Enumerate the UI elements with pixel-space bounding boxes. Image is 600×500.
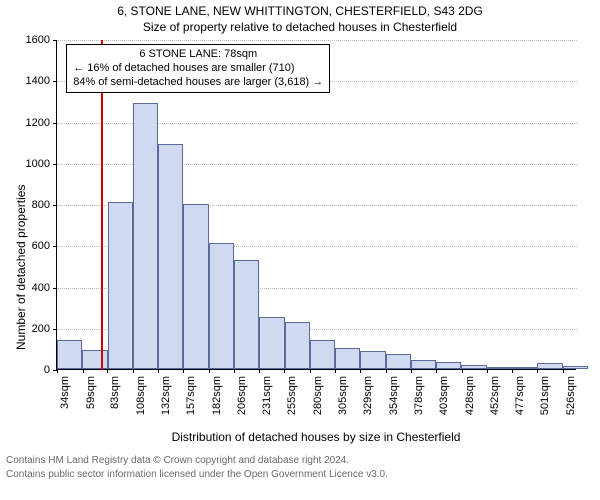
y-tick-label: 800 [32, 199, 50, 211]
histogram-bar [360, 351, 385, 369]
histogram-bar [487, 367, 512, 369]
x-tick-mark [158, 369, 159, 373]
y-tick-mark [53, 40, 57, 41]
x-tick-mark [512, 369, 513, 373]
annotation-line-3: 84% of semi-detached houses are larger (… [73, 76, 323, 90]
x-tick-label: 526sqm [565, 376, 577, 415]
x-tick-mark [107, 369, 108, 373]
gridline [57, 40, 577, 41]
x-tick-mark [537, 369, 538, 373]
histogram-bar [82, 350, 107, 369]
y-tick-mark [53, 164, 57, 165]
x-tick-mark [487, 369, 488, 373]
histogram-bar [285, 322, 310, 369]
x-tick-label: 157sqm [185, 376, 197, 415]
x-tick-mark [234, 369, 235, 373]
histogram-bar [259, 317, 284, 369]
annotation-box: 6 STONE LANE: 78sqm ← 16% of detached ho… [66, 44, 330, 93]
histogram-bar [158, 144, 183, 369]
y-tick-mark [53, 205, 57, 206]
y-tick-mark [53, 246, 57, 247]
x-tick-label: 354sqm [388, 376, 400, 415]
page-title: 6, STONE LANE, NEW WHITTINGTON, CHESTERF… [0, 4, 600, 18]
x-tick-label: 206sqm [236, 376, 248, 415]
y-tick-mark [53, 288, 57, 289]
x-tick-label: 280sqm [312, 376, 324, 415]
y-tick-label: 0 [44, 364, 50, 376]
histogram-bar [512, 367, 537, 369]
x-tick-label: 403sqm [438, 376, 450, 415]
x-tick-label: 132sqm [160, 376, 172, 415]
histogram-bar [563, 366, 588, 369]
x-tick-label: 34sqm [59, 376, 71, 409]
x-tick-mark [335, 369, 336, 373]
x-tick-label: 83sqm [109, 376, 121, 409]
x-tick-mark [310, 369, 311, 373]
x-tick-label: 231sqm [261, 376, 273, 415]
histogram-bar [57, 340, 82, 369]
histogram-bar [411, 360, 436, 369]
x-tick-mark [360, 369, 361, 373]
x-tick-mark [462, 369, 463, 373]
y-tick-label: 200 [32, 323, 50, 335]
x-tick-mark [183, 369, 184, 373]
histogram-bar [386, 354, 411, 369]
x-tick-label: 255sqm [286, 376, 298, 415]
footer-line-1: Contains HM Land Registry data © Crown c… [6, 454, 594, 468]
x-tick-mark [57, 369, 58, 373]
x-tick-mark [436, 369, 437, 373]
y-tick-label: 1400 [26, 75, 50, 87]
x-tick-label: 477sqm [514, 376, 526, 415]
y-tick-mark [53, 329, 57, 330]
y-tick-mark [53, 81, 57, 82]
y-tick-label: 600 [32, 240, 50, 252]
chart-area: 6 STONE LANE: 78sqm ← 16% of detached ho… [56, 40, 576, 370]
y-axis-label: Number of detached properties [14, 185, 28, 350]
y-tick-label: 1200 [26, 117, 50, 129]
x-tick-mark [83, 369, 84, 373]
x-tick-mark [563, 369, 564, 373]
y-tick-label: 1600 [26, 34, 50, 46]
y-tick-label: 1000 [26, 158, 50, 170]
histogram-bar [461, 365, 486, 369]
x-tick-label: 329sqm [362, 376, 374, 415]
x-tick-label: 501sqm [539, 376, 551, 415]
x-tick-mark [209, 369, 210, 373]
footer-line-2: Contains public sector information licen… [6, 468, 594, 482]
x-tick-label: 452sqm [489, 376, 501, 415]
annotation-line-2: ← 16% of detached houses are smaller (71… [73, 62, 323, 76]
x-tick-label: 428sqm [464, 376, 476, 415]
x-tick-label: 59sqm [85, 376, 97, 409]
footer: Contains HM Land Registry data © Crown c… [0, 444, 600, 481]
y-tick-label: 400 [32, 282, 50, 294]
histogram-bar [209, 243, 234, 369]
x-tick-mark [411, 369, 412, 373]
x-tick-mark [133, 369, 134, 373]
page-subtitle: Size of property relative to detached ho… [0, 20, 600, 34]
x-tick-label: 305sqm [337, 376, 349, 415]
x-tick-label: 378sqm [413, 376, 425, 415]
x-tick-mark [259, 369, 260, 373]
histogram-bar [335, 348, 360, 369]
x-tick-label: 108sqm [135, 376, 147, 415]
histogram-bar [436, 362, 461, 369]
y-tick-mark [53, 123, 57, 124]
x-tick-label: 182sqm [211, 376, 223, 415]
x-axis-label: Distribution of detached houses by size … [56, 430, 576, 444]
histogram-bar [234, 260, 259, 369]
histogram-bar [133, 103, 158, 369]
x-tick-mark [386, 369, 387, 373]
histogram-bar [537, 363, 562, 369]
histogram-bar [183, 204, 208, 369]
histogram-bar [108, 202, 133, 369]
annotation-line-1: 6 STONE LANE: 78sqm [73, 48, 323, 62]
x-tick-mark [284, 369, 285, 373]
histogram-bar [310, 340, 335, 369]
